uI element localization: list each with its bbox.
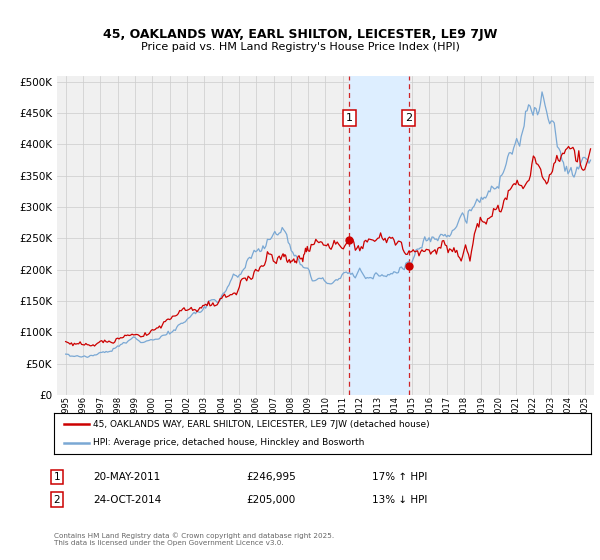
Text: £246,995: £246,995 xyxy=(246,472,296,482)
Text: Contains HM Land Registry data © Crown copyright and database right 2025.
This d: Contains HM Land Registry data © Crown c… xyxy=(54,532,334,545)
Text: £205,000: £205,000 xyxy=(246,494,295,505)
Text: 2: 2 xyxy=(405,113,412,123)
Text: 45, OAKLANDS WAY, EARL SHILTON, LEICESTER, LE9 7JW (detached house): 45, OAKLANDS WAY, EARL SHILTON, LEICESTE… xyxy=(92,419,429,428)
Text: 13% ↓ HPI: 13% ↓ HPI xyxy=(372,494,427,505)
Text: 1: 1 xyxy=(53,472,61,482)
Text: 17% ↑ HPI: 17% ↑ HPI xyxy=(372,472,427,482)
Bar xyxy=(349,76,409,395)
Text: 2: 2 xyxy=(53,494,61,505)
Text: HPI: Average price, detached house, Hinckley and Bosworth: HPI: Average price, detached house, Hinc… xyxy=(92,438,364,447)
Text: 20-MAY-2011: 20-MAY-2011 xyxy=(93,472,160,482)
Text: 1: 1 xyxy=(346,113,353,123)
Text: 45, OAKLANDS WAY, EARL SHILTON, LEICESTER, LE9 7JW: 45, OAKLANDS WAY, EARL SHILTON, LEICESTE… xyxy=(103,28,497,41)
Text: Price paid vs. HM Land Registry's House Price Index (HPI): Price paid vs. HM Land Registry's House … xyxy=(140,42,460,52)
Text: 24-OCT-2014: 24-OCT-2014 xyxy=(93,494,161,505)
